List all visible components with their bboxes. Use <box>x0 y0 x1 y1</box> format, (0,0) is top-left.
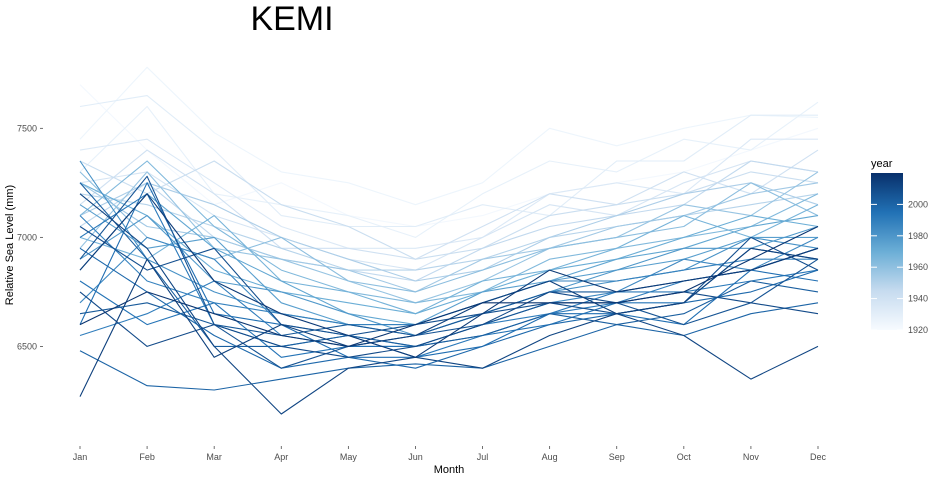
series-line-1970 <box>79 182 819 315</box>
series-line-2016 <box>79 193 819 358</box>
legend-ticks: 1920 1940 1960 1980 2000 <box>871 199 928 335</box>
x-tick-label-jul: Jul <box>477 452 489 462</box>
x-tick-label-dec: Dec <box>810 452 827 462</box>
series-line-2000 <box>79 302 819 391</box>
series-line-1958 <box>79 171 819 304</box>
legend-tick-label: 2000 <box>908 199 928 209</box>
series-line-2012 <box>79 193 819 415</box>
series-line-1931 <box>79 95 818 228</box>
legend-tick-label: 1920 <box>908 325 928 335</box>
y-axis: 6500 7000 7500 <box>17 123 43 351</box>
x-axis-title: Month <box>434 464 465 476</box>
x-tick-label-may: May <box>340 452 358 462</box>
x-tick-label-nov: Nov <box>743 452 760 462</box>
y-tick-label: 7000 <box>17 232 37 242</box>
series-line-1955 <box>79 182 819 293</box>
series-line-2018 <box>79 226 819 347</box>
x-tick-label-aug: Aug <box>542 452 558 462</box>
x-axis: Jan Feb Mar Apr May Jun Jul Aug Sep Oct Nov Dec <box>73 446 827 462</box>
legend-tick-label: 1940 <box>908 294 928 304</box>
series-line-1922 <box>79 84 819 228</box>
series-line-1996 <box>79 182 819 358</box>
y-tick-label: 6500 <box>17 341 37 351</box>
series-line-2014 <box>79 247 819 397</box>
x-tick-label-mar: Mar <box>206 452 222 462</box>
series-line-1943 <box>79 160 819 260</box>
chart-title: KEMI <box>250 0 333 38</box>
series-line-1928 <box>79 101 819 238</box>
series-line-1976 <box>79 204 818 326</box>
legend-title: year <box>871 158 893 170</box>
x-tick-label-jun: Jun <box>408 452 423 462</box>
year-legend: year 1920 1940 1960 1980 2000 <box>871 158 928 335</box>
x-tick-label-sep: Sep <box>609 452 625 462</box>
x-tick-label-feb: Feb <box>139 452 155 462</box>
y-tick-label: 7500 <box>17 123 37 133</box>
x-tick-label-apr: Apr <box>274 452 288 462</box>
legend-tick-label: 1960 <box>908 262 928 272</box>
series-line-1925 <box>79 66 819 206</box>
series-line-1992 <box>79 193 819 358</box>
series-line-1967 <box>79 204 819 315</box>
x-tick-label-jan: Jan <box>73 452 88 462</box>
series-line-2002 <box>79 182 819 347</box>
x-tick-label-oct: Oct <box>677 452 692 462</box>
series-lines <box>79 66 819 415</box>
legend-tick-label: 1980 <box>908 231 928 241</box>
y-axis-title: Relative Sea Level (mm) <box>4 185 16 305</box>
series-line-2006 <box>79 175 819 369</box>
series-line-1940 <box>79 149 819 260</box>
colorbar <box>871 173 903 330</box>
